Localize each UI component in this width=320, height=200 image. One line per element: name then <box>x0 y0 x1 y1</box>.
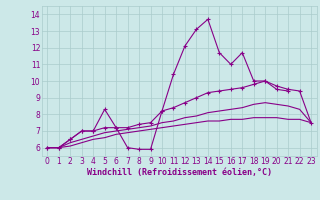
X-axis label: Windchill (Refroidissement éolien,°C): Windchill (Refroidissement éolien,°C) <box>87 168 272 177</box>
